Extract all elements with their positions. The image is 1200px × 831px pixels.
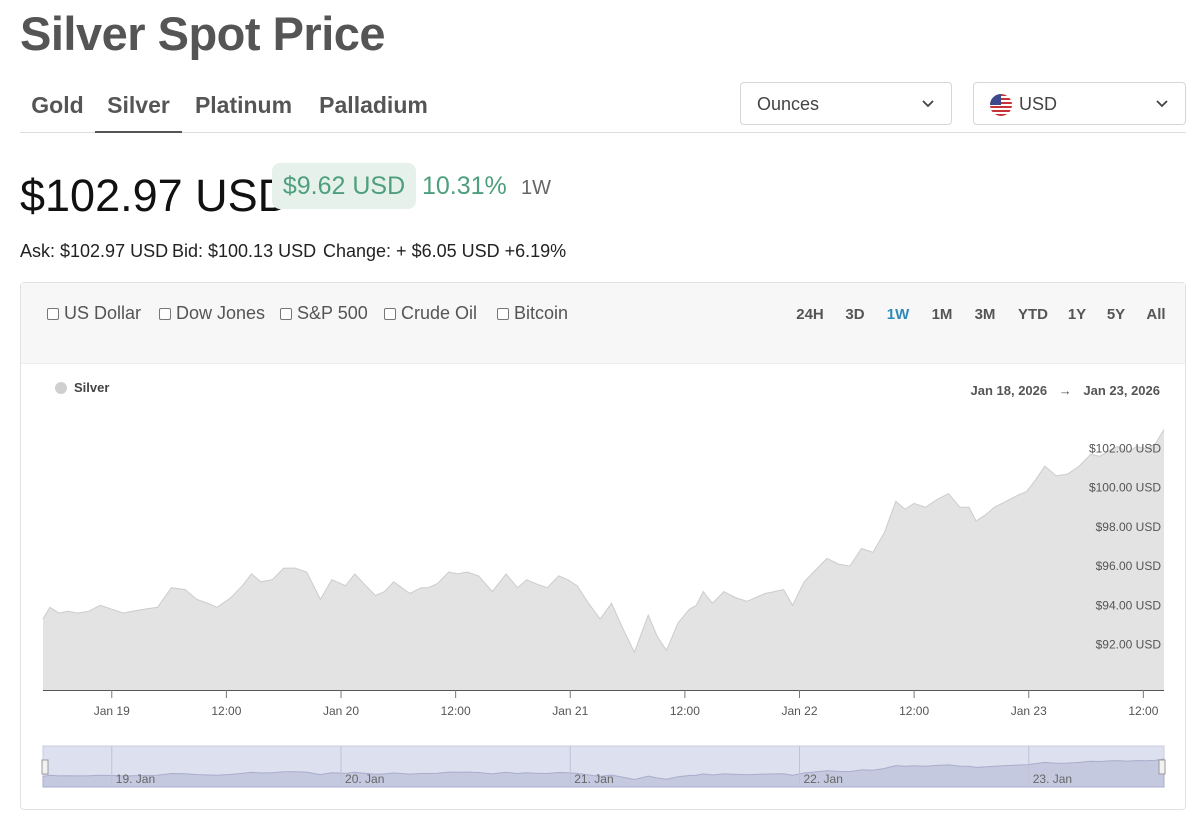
- range-ytd[interactable]: YTD: [1018, 306, 1048, 323]
- legend-marker: [55, 382, 67, 394]
- compare-bitcoin[interactable]: Bitcoin: [497, 303, 568, 324]
- spot-price: $102.97 USD: [20, 170, 291, 221]
- compare-us-dollar[interactable]: US Dollar: [47, 303, 141, 324]
- date-range: Jan 18, 2026 → Jan 23, 2026: [971, 383, 1161, 398]
- currency-select[interactable]: USD: [973, 82, 1186, 125]
- currency-select-value: USD: [1019, 94, 1058, 114]
- y-tick-label: $98.00 USD: [1096, 520, 1162, 534]
- page-title: Silver Spot Price: [20, 7, 386, 60]
- x-tick-label: 12:00: [211, 704, 241, 718]
- range-5y[interactable]: 5Y: [1106, 306, 1126, 323]
- checkbox[interactable]: [384, 307, 396, 320]
- silver-area: [43, 429, 1164, 690]
- legend-silver[interactable]: Silver: [74, 380, 110, 395]
- compare-dow-jones[interactable]: Dow Jones: [159, 303, 265, 324]
- range-24h[interactable]: 24H: [796, 306, 824, 323]
- checkbox[interactable]: [497, 307, 509, 320]
- range-1w[interactable]: 1W: [886, 306, 910, 323]
- y-tick-label: $92.00 USD: [1096, 638, 1162, 652]
- compare-crude-oil[interactable]: Crude Oil: [384, 303, 477, 324]
- chevron-down-icon: [1156, 100, 1168, 108]
- bid-price: Bid: $100.13 USD: [172, 241, 317, 261]
- date-range-to: Jan 23, 2026: [1083, 383, 1160, 398]
- y-tick-label: $96.00 USD: [1096, 559, 1162, 573]
- compare-label: Crude Oil: [401, 303, 478, 323]
- silver-line: [42, 429, 1165, 654]
- range-3m[interactable]: 3M: [974, 306, 996, 323]
- navigator-label: 22. Jan: [804, 772, 843, 786]
- chevron-down-icon: [922, 100, 934, 108]
- navigator-handle-left[interactable]: [41, 759, 49, 775]
- y-tick-label: $102.00 USD: [1089, 442, 1161, 456]
- unit-select[interactable]: Ounces: [740, 82, 952, 125]
- change-period: 1W: [521, 177, 551, 199]
- price-change: Change: + $6.05 USD +6.19%: [323, 241, 567, 261]
- y-tick-label: $94.00 USD: [1096, 598, 1162, 612]
- date-range-from: Jan 18, 2026: [970, 383, 1048, 398]
- x-tick-label: 12:00: [670, 704, 700, 718]
- navigator-series: [42, 758, 1165, 788]
- x-tick-label: Jan 19: [94, 704, 130, 718]
- y-tick-label: $100.00 USD: [1089, 481, 1161, 495]
- chart-toolbar: US Dollar Dow Jones S&P 500 Crude Oil Bi…: [21, 283, 1185, 364]
- change-amount-badge: $9.62 USD: [272, 163, 416, 209]
- arrow-right-icon: →: [1058, 383, 1072, 398]
- metal-tabs: Gold Silver Platinum Palladium: [20, 82, 1186, 133]
- price-chart[interactable]: Jan 19 12:00 Jan 20 12:00 Jan 21 12:00 Jan 22 1…: [21, 283, 1185, 809]
- price-chart-card: US Dollar Dow Jones S&P 500 Crude Oil Bi…: [20, 282, 1186, 810]
- range-1m[interactable]: 1M: [931, 306, 953, 323]
- navigator-handle-right[interactable]: [1158, 759, 1166, 775]
- x-tick-label: Jan 20: [323, 704, 359, 718]
- change-percent: 10.31%: [422, 172, 507, 200]
- navigator-label: 19. Jan: [116, 772, 155, 786]
- range-1y[interactable]: 1Y: [1067, 306, 1087, 323]
- x-tick-label: Jan 22: [781, 704, 817, 718]
- us-flag-icon: [990, 94, 1012, 116]
- navigator-label: 23. Jan: [1033, 772, 1072, 786]
- tab-palladium[interactable]: Palladium: [319, 92, 428, 118]
- compare-sp500[interactable]: S&P 500: [280, 303, 368, 324]
- checkbox[interactable]: [280, 307, 292, 320]
- checkbox[interactable]: [159, 307, 171, 320]
- compare-label: S&P 500: [297, 303, 368, 323]
- unit-select-value: Ounces: [757, 94, 820, 114]
- compare-label: US Dollar: [64, 303, 142, 323]
- x-tick-label: Jan 23: [1011, 704, 1047, 718]
- tab-silver[interactable]: Silver: [95, 82, 182, 133]
- range-all[interactable]: All: [1146, 306, 1166, 323]
- checkbox[interactable]: [47, 307, 59, 320]
- navigator-label: 21. Jan: [574, 772, 613, 786]
- compare-label: Bitcoin: [514, 303, 569, 323]
- tab-gold[interactable]: Gold: [31, 92, 84, 118]
- x-tick-label: 12:00: [899, 704, 929, 718]
- tab-platinum[interactable]: Platinum: [194, 92, 293, 118]
- ask-price: Ask: $102.97 USD: [20, 241, 169, 261]
- compare-label: Dow Jones: [176, 303, 266, 323]
- x-tick-label: 12:00: [441, 704, 471, 718]
- x-tick-label: 12:00: [1128, 704, 1158, 718]
- x-tick-label: Jan 21: [552, 704, 588, 718]
- range-3d[interactable]: 3D: [845, 306, 865, 323]
- navigator-label: 20. Jan: [345, 772, 384, 786]
